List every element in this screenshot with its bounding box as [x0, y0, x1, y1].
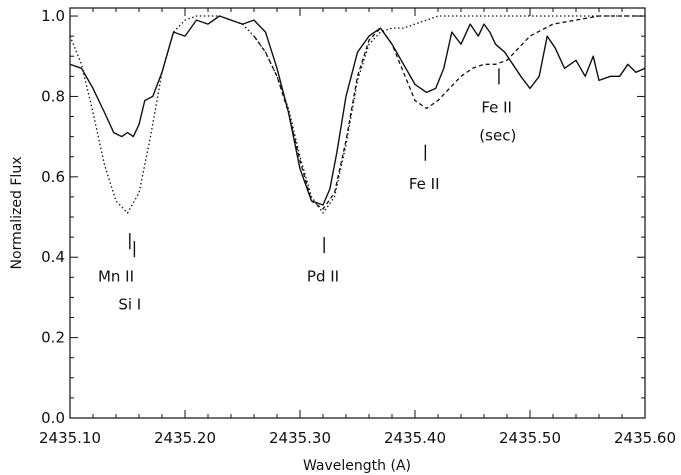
- y-tick-label-4: 0.8: [41, 87, 65, 105]
- x-tick-label-1: 2435.20: [154, 429, 216, 447]
- x-tick-label-3: 2435.40: [384, 429, 446, 447]
- plot-frame: [69, 7, 646, 419]
- y-axis-label: Normalized Flux: [9, 157, 25, 270]
- series-layer: [70, 15, 645, 214]
- annotation-label-4: Fe II: [481, 99, 512, 117]
- series-dotted-line: [70, 15, 645, 214]
- y-tick-label-0: 0.0: [41, 409, 65, 427]
- x-tick-label-4: 2435.50: [499, 429, 561, 447]
- line-markers: [129, 68, 500, 258]
- x-tick-label-5: 2435.60: [614, 429, 676, 447]
- annotation-label-3: Fe II: [409, 175, 440, 193]
- y-tick-label-3: 0.6: [41, 168, 65, 186]
- axis-ticks: [69, 8, 646, 419]
- y-tick-label-1: 0.2: [41, 329, 65, 347]
- y-tick-label-5: 1.0: [41, 7, 65, 25]
- series-solid-line: [70, 15, 645, 206]
- series-dashed-line: [253, 15, 645, 210]
- annotation-label-5: (sec): [479, 127, 516, 145]
- annotation-label-2: Pd II: [307, 267, 339, 285]
- annotation-label-0: Mn II: [98, 267, 134, 285]
- annotations: Mn II Si I Pd II Fe II Fe II (sec): [98, 99, 516, 314]
- x-tick-label-2: 2435.30: [269, 429, 331, 447]
- x-axis-label: Wavelength (A): [303, 458, 411, 474]
- x-tick-labels: 2435.10 2435.20 2435.30 2435.40 2435.50 2435.…: [39, 429, 676, 447]
- annotation-label-1: Si I: [118, 295, 141, 313]
- y-tick-label-2: 0.4: [41, 248, 65, 266]
- x-tick-label-0: 2435.10: [39, 429, 101, 447]
- y-tick-labels: 0.0 0.2 0.4 0.6 0.8 1.0: [41, 7, 65, 427]
